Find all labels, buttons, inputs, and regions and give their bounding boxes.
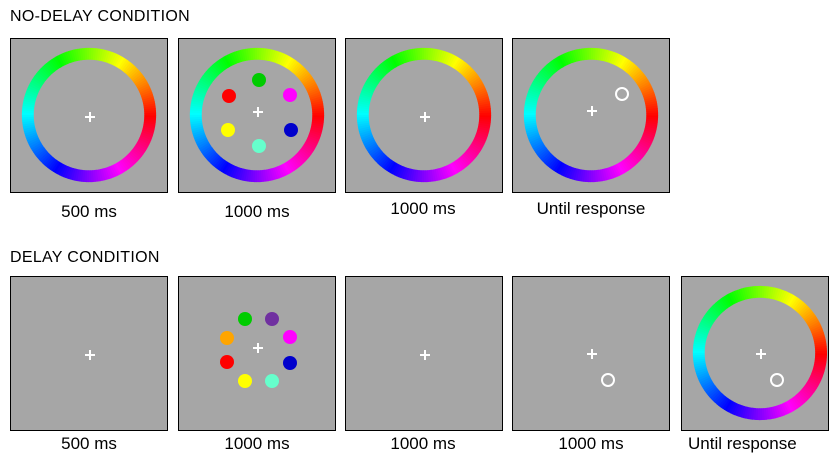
no-delay-duration-1: 500 ms [4, 202, 174, 222]
memory-item-yellow [221, 123, 235, 137]
no-delay-heading: NO-DELAY CONDITION [10, 8, 190, 26]
delay-duration-4: 1000 ms [506, 434, 676, 454]
memory-item-blue [283, 356, 297, 370]
delay-panel-probe [512, 276, 670, 431]
memory-item-yellow [238, 374, 252, 388]
fixation-cross-icon [417, 347, 433, 363]
no-delay-duration-2: 1000 ms [172, 202, 342, 222]
memory-item-purple [265, 312, 279, 326]
delay-duration-2: 1000 ms [172, 434, 342, 454]
no-delay-panel-retention [345, 38, 503, 193]
memory-item-aquamarine [252, 139, 266, 153]
probe-ring-icon [601, 373, 615, 387]
delay-panel-retention [345, 276, 503, 431]
delay-duration-1: 500 ms [4, 434, 174, 454]
memory-item-green [238, 312, 252, 326]
memory-item-magenta [283, 88, 297, 102]
memory-item-green [252, 73, 266, 87]
delay-panel-response [681, 276, 829, 431]
delay-duration-5: Until response [674, 434, 829, 454]
fixation-cross-icon [584, 346, 600, 362]
probe-ring-icon [615, 87, 629, 101]
memory-item-red [220, 355, 234, 369]
fixation-cross-icon [82, 347, 98, 363]
memory-item-aquamarine [265, 374, 279, 388]
fixation-cross-icon [417, 109, 433, 125]
fixation-cross-icon [250, 340, 266, 356]
no-delay-panel-fixation [10, 38, 168, 193]
no-delay-panel-memory-array [178, 38, 336, 193]
no-delay-duration-3: 1000 ms [338, 199, 508, 219]
delay-heading: DELAY CONDITION [10, 249, 160, 267]
fixation-cross-icon [753, 346, 769, 362]
delay-panel-fixation [10, 276, 168, 431]
probe-ring-icon [770, 373, 784, 387]
fixation-cross-icon [82, 109, 98, 125]
no-delay-duration-4: Until response [506, 199, 676, 219]
memory-item-orange [220, 331, 234, 345]
delay-panel-memory-array [178, 276, 336, 431]
memory-item-blue [284, 123, 298, 137]
fixation-cross-icon [250, 104, 266, 120]
memory-item-red [222, 89, 236, 103]
no-delay-panel-response [512, 38, 670, 193]
memory-item-magenta [283, 330, 297, 344]
delay-duration-3: 1000 ms [338, 434, 508, 454]
fixation-cross-icon [584, 103, 600, 119]
